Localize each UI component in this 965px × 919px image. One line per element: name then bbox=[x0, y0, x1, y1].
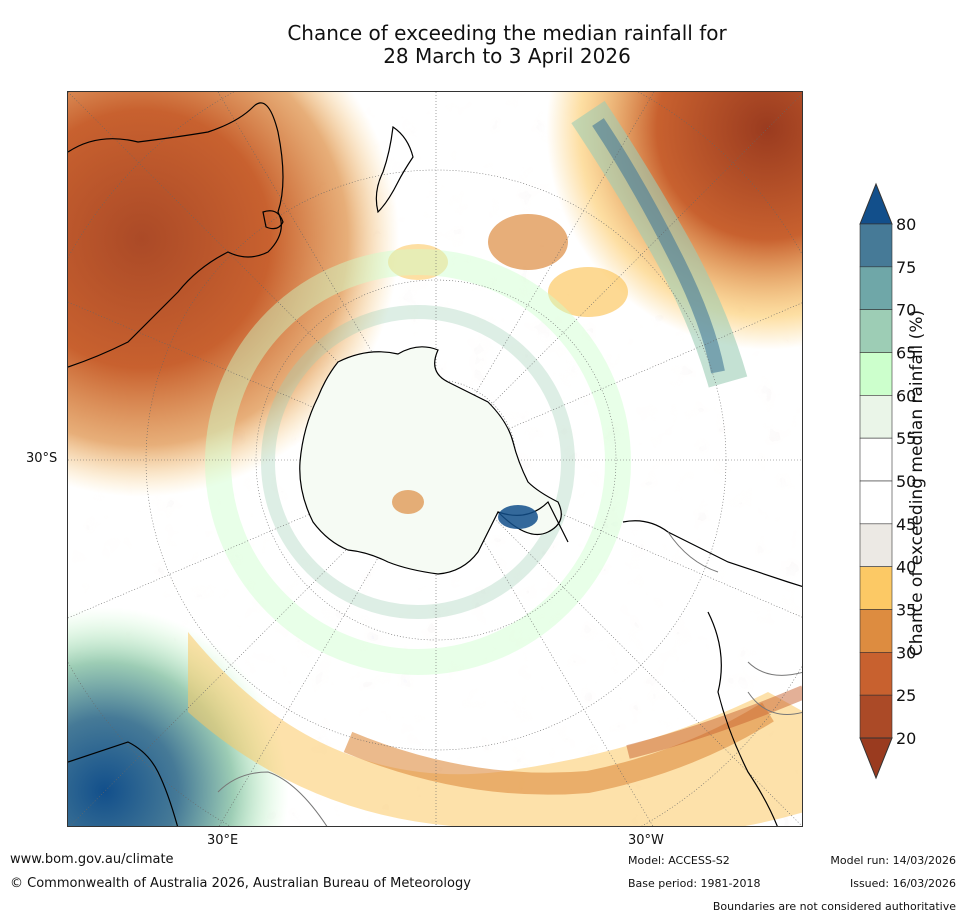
colorbar-band bbox=[859, 309, 893, 353]
colorbar-tick-label: 45 bbox=[896, 515, 916, 534]
colorbar-tick-label: 50 bbox=[896, 472, 916, 491]
colorbar-band bbox=[859, 266, 893, 310]
colorbar-title: Chance of exceeding median rainfall (%) bbox=[907, 309, 927, 657]
dry-patch-central bbox=[388, 244, 448, 280]
africa-borders bbox=[217, 771, 328, 826]
colorbar-tick-label: 35 bbox=[896, 601, 916, 620]
colorbar-tick-label: 75 bbox=[896, 258, 916, 277]
footer-url[interactable]: www.bom.gov.au/climate bbox=[10, 852, 174, 867]
wet-ring-inner bbox=[261, 305, 575, 619]
longitude-label-west: 30°W bbox=[628, 833, 664, 848]
colorbar-band bbox=[859, 609, 893, 653]
tasmania-coast bbox=[262, 210, 284, 230]
footer-copyright: © Commonwealth of Australia 2026, Austra… bbox=[10, 876, 471, 891]
footer-model: Model: ACCESS-S2 bbox=[628, 854, 730, 867]
colorbar-extend-top bbox=[859, 182, 893, 225]
footer-model-run: Model run: 14/03/2026 bbox=[830, 854, 956, 867]
colorbar: 80 75 70 65 60 55 50 45 40 35 30 25 20 bbox=[859, 182, 916, 780]
wet-patch-weddell bbox=[498, 505, 538, 529]
chart-title: Chance of exceeding the median rainfall … bbox=[0, 22, 965, 68]
footer-disclaimer: Boundaries are not considered authoritat… bbox=[712, 900, 956, 913]
longitude-label-east: 30°E bbox=[207, 833, 239, 848]
south-america-coast bbox=[622, 520, 802, 826]
colorbar-band bbox=[859, 223, 893, 268]
colorbar-tick-label: 65 bbox=[896, 344, 916, 363]
dry-patch-northeast bbox=[548, 267, 628, 317]
colorbar-band bbox=[859, 480, 893, 525]
australia-coast bbox=[68, 102, 284, 368]
rainfall-map[interactable] bbox=[67, 91, 803, 827]
wet-band-northeast-core bbox=[592, 118, 725, 374]
colorbar-tick-label: 30 bbox=[896, 643, 916, 662]
new-zealand-coast bbox=[375, 125, 414, 214]
colorbar-tick-label: 25 bbox=[896, 686, 916, 705]
map-svg bbox=[68, 92, 802, 826]
colorbar-tick-label: 70 bbox=[896, 301, 916, 320]
dry-band-south-core bbox=[343, 702, 774, 795]
dry-patch-interior bbox=[392, 490, 424, 514]
latitude-label: 30°S bbox=[26, 451, 58, 466]
colorbar-extend-bottom bbox=[859, 737, 893, 780]
colorbar-tick-label: 55 bbox=[896, 429, 916, 448]
title-line-1: Chance of exceeding the median rainfall … bbox=[287, 21, 727, 45]
colorbar-tick-label: 80 bbox=[896, 215, 916, 234]
footer-issued: Issued: 16/03/2026 bbox=[849, 877, 956, 890]
colorbar-tick-label: 40 bbox=[896, 558, 916, 577]
colorbar-band bbox=[859, 352, 893, 396]
antarctica-coast bbox=[299, 346, 562, 575]
colorbar-band bbox=[859, 523, 893, 567]
footer-base-period: Base period: 1981-2018 bbox=[628, 877, 761, 890]
colorbar-band bbox=[859, 652, 893, 696]
colorbar-band bbox=[859, 437, 893, 482]
dry-patch-north bbox=[488, 214, 568, 270]
colorbar-band bbox=[859, 566, 893, 610]
colorbar-tick-label: 60 bbox=[896, 386, 916, 405]
colorbar-band bbox=[859, 395, 893, 439]
south-america-borders bbox=[667, 531, 802, 715]
colorbar-tick-label: 20 bbox=[896, 729, 916, 748]
wet-ring bbox=[205, 249, 631, 675]
dry-band-southeast bbox=[626, 685, 802, 759]
colorbar-band bbox=[859, 694, 893, 739]
africa-coast bbox=[68, 741, 179, 826]
title-line-2: 28 March to 3 April 2026 bbox=[383, 44, 631, 68]
